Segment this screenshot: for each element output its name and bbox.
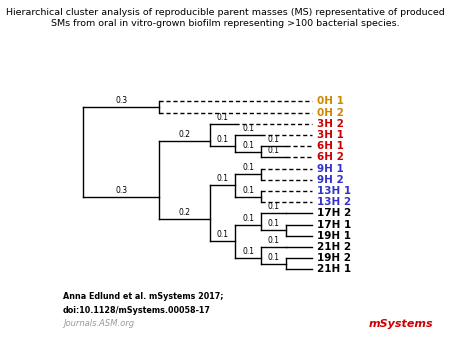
Text: Journals.ASM.org: Journals.ASM.org (63, 319, 134, 329)
Text: 6H 1: 6H 1 (317, 141, 343, 151)
Text: 0.1: 0.1 (267, 253, 279, 262)
Text: 3H 1: 3H 1 (317, 130, 343, 140)
Text: 0.2: 0.2 (179, 129, 191, 139)
Text: 0.1: 0.1 (267, 135, 279, 144)
Text: 17H 2: 17H 2 (317, 208, 351, 218)
Text: 19H 1: 19H 1 (317, 231, 351, 241)
Text: Anna Edlund et al. mSystems 2017;: Anna Edlund et al. mSystems 2017; (63, 292, 224, 301)
Text: 9H 2: 9H 2 (317, 175, 343, 185)
Text: 9H 1: 9H 1 (317, 164, 343, 173)
Text: Hierarchical cluster analysis of reproducible parent masses (MS) representative : Hierarchical cluster analysis of reprodu… (5, 8, 445, 18)
Text: 0.1: 0.1 (242, 124, 254, 133)
Text: 3H 2: 3H 2 (317, 119, 343, 129)
Text: 0H 1: 0H 1 (317, 96, 343, 106)
Text: 6H 2: 6H 2 (317, 152, 343, 162)
Text: 0.3: 0.3 (115, 96, 127, 105)
Text: 0.1: 0.1 (242, 214, 254, 222)
Text: 0.1: 0.1 (242, 247, 254, 256)
Text: 0.1: 0.1 (217, 113, 229, 122)
Text: 0H 2: 0H 2 (317, 107, 343, 118)
Text: 21H 2: 21H 2 (317, 242, 351, 252)
Text: 0.1: 0.1 (267, 236, 279, 245)
Text: 13H 1: 13H 1 (317, 186, 351, 196)
Text: 0.2: 0.2 (179, 208, 191, 217)
Text: 0.1: 0.1 (267, 146, 279, 155)
Text: SMs from oral in vitro-grown biofilm representing >100 bacterial species.: SMs from oral in vitro-grown biofilm rep… (51, 19, 399, 28)
Text: 17H 1: 17H 1 (317, 219, 351, 230)
Text: 0.3: 0.3 (115, 186, 127, 194)
Text: 0.1: 0.1 (217, 135, 229, 144)
Text: 0.1: 0.1 (267, 219, 279, 228)
Text: 0.1: 0.1 (267, 202, 279, 211)
Text: mSystems: mSystems (369, 319, 434, 330)
Text: 0.1: 0.1 (217, 230, 229, 239)
Text: 13H 2: 13H 2 (317, 197, 351, 207)
Text: 0.1: 0.1 (242, 141, 254, 150)
Text: doi:10.1128/mSystems.00058-17: doi:10.1128/mSystems.00058-17 (63, 306, 211, 315)
Text: 0.1: 0.1 (217, 174, 229, 183)
Text: 0.1: 0.1 (242, 186, 254, 194)
Text: 21H 1: 21H 1 (317, 264, 351, 274)
Text: 19H 2: 19H 2 (317, 253, 351, 263)
Text: 0.1: 0.1 (242, 163, 254, 172)
